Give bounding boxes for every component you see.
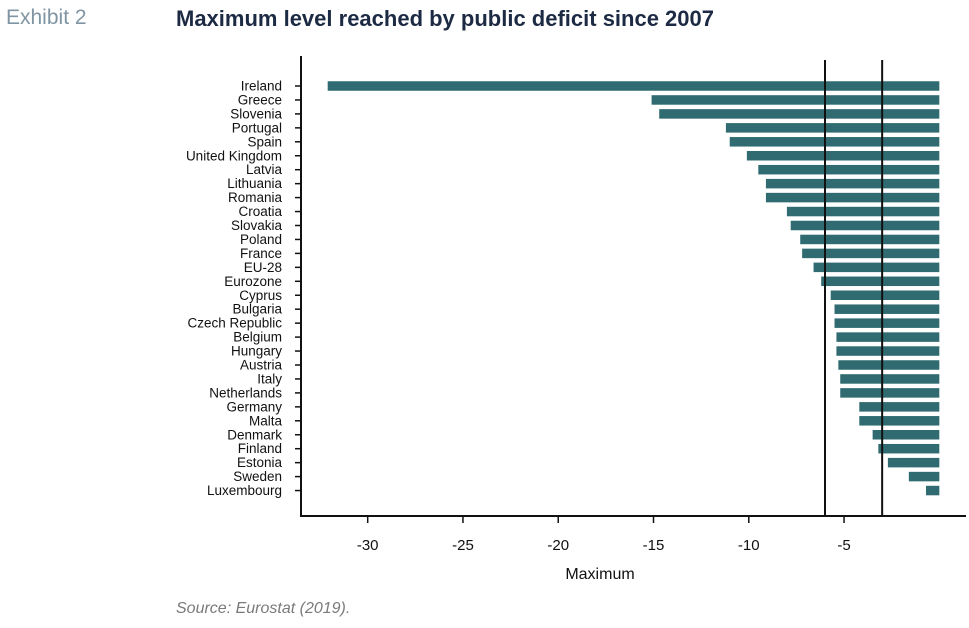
bar-netherlands (840, 388, 940, 398)
source-note: Source: Eurostat (2019). (176, 600, 351, 617)
bar-ireland (327, 81, 940, 91)
category-label-eu-28: EU-28 (244, 260, 282, 275)
category-label-czech-republic: Czech Republic (187, 316, 282, 331)
category-label-italy: Italy (257, 371, 282, 386)
bar-france (802, 248, 940, 259)
category-label-cyprus: Cyprus (239, 288, 282, 303)
bar-croatia (786, 206, 940, 217)
bar-greece (651, 95, 940, 105)
category-label-finland: Finland (238, 441, 282, 456)
bar-lithuania (765, 178, 940, 189)
bar-poland (800, 234, 940, 245)
category-labels-layer: IrelandGreeceSloveniaPortugalSpainUnited… (186, 79, 283, 499)
bar-latvia (758, 164, 940, 175)
category-label-belgium: Belgium (233, 330, 282, 345)
bar-eu-28 (813, 262, 940, 273)
bar-sweden (908, 471, 940, 482)
bar-denmark (872, 430, 940, 440)
x-tick-label: -20 (547, 537, 569, 554)
category-label-romania: Romania (228, 190, 283, 205)
category-label-slovenia: Slovenia (230, 106, 282, 121)
bar-hungary (836, 346, 940, 356)
bar-luxembourg (925, 485, 940, 496)
category-label-croatia: Croatia (238, 204, 282, 219)
bar-austria (838, 360, 940, 370)
x-tick-label: -10 (738, 537, 760, 554)
reference-lines-layer (824, 60, 884, 516)
category-label-netherlands: Netherlands (209, 385, 282, 400)
chart-title: Maximum level reached by public deficit … (176, 6, 715, 31)
bar-italy (840, 374, 940, 384)
bar-spain (729, 137, 940, 147)
x-tick-label: -25 (452, 537, 474, 554)
bar-romania (765, 192, 940, 203)
category-label-latvia: Latvia (246, 162, 283, 177)
category-label-eurozone: Eurozone (224, 274, 282, 289)
category-label-ireland: Ireland (241, 79, 282, 94)
bar-malta (859, 416, 940, 426)
category-label-sweden: Sweden (233, 469, 282, 484)
category-label-bulgaria: Bulgaria (232, 302, 282, 317)
category-label-slovakia: Slovakia (231, 218, 283, 233)
category-label-france: France (240, 246, 282, 261)
category-label-estonia: Estonia (237, 455, 283, 470)
category-label-poland: Poland (240, 232, 282, 247)
category-label-germany: Germany (226, 399, 282, 414)
category-label-malta: Malta (249, 413, 283, 428)
category-label-austria: Austria (240, 358, 283, 373)
x-tick-label: -30 (357, 537, 379, 554)
exhibit-label: Exhibit 2 (6, 6, 87, 29)
bar-bulgaria (834, 304, 940, 314)
x-tick-label: -15 (643, 537, 665, 554)
bars-layer (327, 81, 940, 496)
bar-czech-republic (834, 318, 940, 328)
bar-slovenia (659, 109, 940, 119)
category-label-denmark: Denmark (227, 427, 282, 442)
bar-portugal (725, 123, 940, 133)
bar-finland (878, 443, 940, 454)
category-label-portugal: Portugal (232, 120, 282, 135)
x-axis-title: Maximum (565, 566, 634, 583)
category-label-spain: Spain (247, 134, 282, 149)
category-label-luxembourg: Luxembourg (207, 483, 282, 498)
category-label-lithuania: Lithuania (227, 176, 282, 191)
axis-layer: Maximum -30 -25 -20 -15 -10 -5 (295, 56, 966, 583)
bar-belgium (836, 332, 940, 342)
category-label-hungary: Hungary (231, 344, 282, 359)
bar-slovakia (790, 220, 940, 231)
bar-estonia (887, 457, 940, 468)
bar-cyprus (830, 290, 940, 300)
bar-united-kingdom (746, 151, 940, 161)
bar-germany (859, 402, 940, 412)
category-label-united-kingdom: United Kingdom (186, 148, 282, 163)
deficit-bar-chart: IrelandGreeceSloveniaPortugalSpainUnited… (186, 56, 966, 583)
x-tick-label: -5 (837, 537, 850, 554)
bar-eurozone (821, 276, 940, 287)
category-label-greece: Greece (238, 92, 282, 107)
